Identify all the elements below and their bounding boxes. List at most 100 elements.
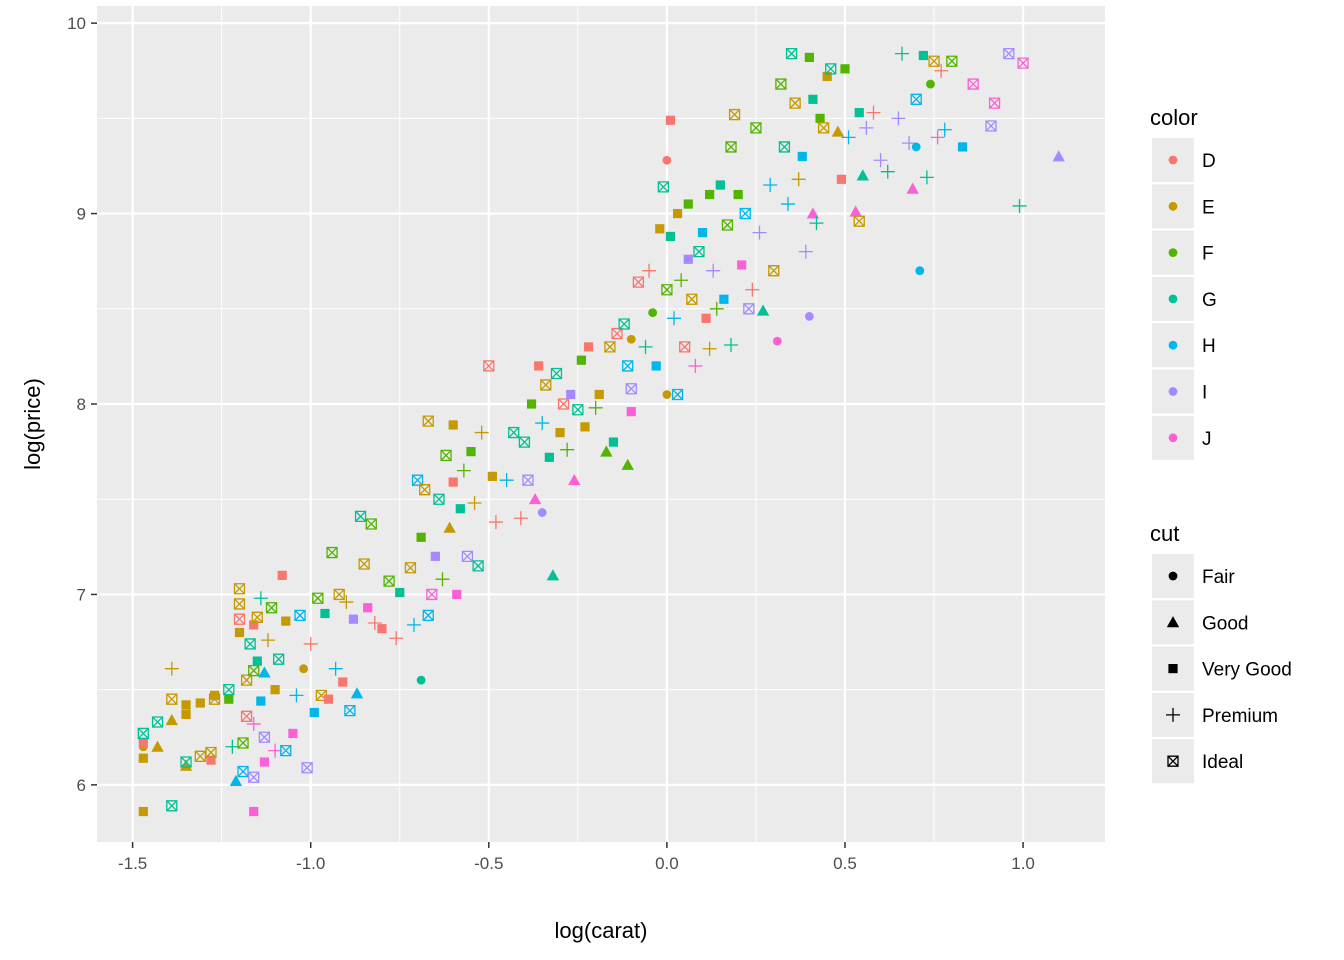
data-point — [461, 550, 474, 563]
legend-key-color-swatch — [1168, 294, 1178, 304]
data-point — [763, 178, 778, 193]
data-point — [568, 473, 581, 486]
data-point — [825, 63, 837, 75]
data-point — [672, 208, 683, 219]
data-point — [205, 746, 217, 759]
data-point — [395, 587, 405, 598]
major-gridlines — [97, 6, 1105, 842]
data-point — [544, 452, 554, 462]
data-point — [665, 115, 676, 125]
legend-label-color: F — [1202, 244, 1214, 265]
data-point — [822, 71, 832, 82]
data-point — [665, 231, 676, 242]
data-point — [853, 215, 865, 227]
data-point — [419, 484, 431, 496]
data-point — [915, 266, 925, 276]
data-point — [195, 698, 205, 708]
data-point — [985, 120, 997, 132]
data-point — [572, 404, 584, 416]
data-point — [804, 52, 814, 63]
data-point — [750, 122, 762, 134]
data-point — [752, 225, 767, 240]
legend-label-cut: Ideal — [1202, 752, 1243, 773]
data-point — [988, 97, 1001, 109]
data-point — [206, 755, 216, 765]
legend-label-color: H — [1202, 336, 1216, 357]
data-point — [817, 122, 830, 134]
data-point — [416, 675, 426, 685]
data-point — [488, 515, 503, 530]
data-point — [165, 713, 178, 726]
data-point — [854, 108, 864, 118]
data-point — [422, 609, 434, 622]
data-point — [583, 342, 594, 352]
legend-key-color-swatch — [1168, 248, 1178, 257]
data-point — [683, 199, 693, 209]
data-point — [281, 616, 291, 626]
data-point — [137, 727, 149, 740]
data-point — [930, 130, 945, 145]
data-point — [354, 510, 367, 523]
data-point — [513, 511, 528, 526]
data-point — [448, 477, 458, 487]
data-point — [535, 416, 550, 431]
data-point — [797, 151, 807, 162]
data-point — [526, 399, 537, 409]
data-point — [1017, 57, 1029, 69]
data-point — [251, 611, 263, 623]
x-tick-label: 0.5 — [833, 854, 857, 873]
data-point — [910, 93, 922, 105]
data-point — [301, 762, 313, 774]
data-point — [880, 164, 895, 179]
data-point — [622, 360, 634, 372]
data-point — [638, 339, 653, 354]
plot-panel — [97, 6, 1105, 842]
data-point — [706, 263, 721, 278]
data-point — [667, 311, 682, 326]
data-point — [806, 207, 820, 219]
data-point — [422, 415, 434, 427]
data-point — [557, 398, 570, 410]
data-point — [312, 592, 324, 604]
data-point — [642, 263, 657, 278]
legend-label-cut: Very Good — [1202, 660, 1292, 681]
data-point — [849, 205, 862, 217]
data-point — [180, 756, 192, 768]
data-point — [841, 130, 856, 145]
data-point — [693, 246, 705, 258]
legend-key-color-swatch — [1168, 387, 1178, 396]
data-point — [377, 624, 387, 634]
data-point — [256, 696, 266, 706]
data-point — [798, 244, 813, 259]
data-point — [739, 207, 751, 220]
data-point — [725, 141, 737, 153]
y-tick-label: 7 — [77, 585, 86, 604]
data-point — [244, 638, 256, 650]
data-point — [626, 334, 636, 344]
data-point — [662, 155, 672, 165]
data-point — [179, 759, 193, 771]
data-point — [294, 609, 306, 622]
data-point — [804, 312, 814, 321]
data-point — [728, 108, 741, 121]
data-point — [540, 379, 552, 391]
data-point — [433, 493, 445, 505]
data-point — [555, 427, 565, 438]
data-point — [911, 142, 921, 152]
data-point — [151, 740, 164, 752]
data-point — [237, 737, 249, 749]
data-point — [416, 532, 426, 542]
data-point — [309, 707, 319, 718]
data-point — [957, 142, 968, 152]
data-point — [697, 228, 708, 238]
data-point — [580, 422, 590, 432]
data-point — [528, 493, 542, 505]
data-point — [209, 690, 220, 700]
data-point — [679, 341, 691, 353]
legend-label-color: G — [1202, 290, 1217, 311]
data-point — [919, 170, 934, 185]
y-tick-label: 8 — [77, 395, 86, 414]
legend-key-shape — [1168, 571, 1178, 581]
